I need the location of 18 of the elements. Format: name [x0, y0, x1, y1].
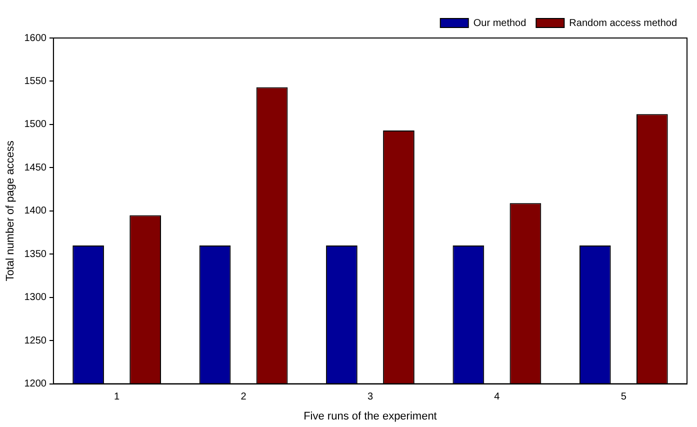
y-tick-label: 1600: [24, 32, 47, 44]
y-tick-label: 1400: [24, 206, 47, 217]
x-tick-label: 1: [114, 392, 120, 403]
y-axis-title: Total number of page access: [4, 140, 17, 282]
x-tick-label: 4: [494, 392, 500, 403]
legend-label: Our method: [473, 18, 526, 29]
y-tick-label: 1500: [24, 119, 47, 130]
y-tick-label: 1300: [24, 292, 47, 304]
legend-label: Random access method: [569, 18, 678, 29]
x-tick-label: 2: [240, 392, 247, 403]
y-tick-label: 1550: [24, 76, 47, 87]
y-tick-label: 1450: [24, 162, 47, 174]
x-tick-label: 3: [367, 392, 374, 403]
y-tick-label: 1250: [24, 335, 47, 346]
y-tick-label: 1350: [24, 248, 47, 260]
x-tick-label: 5: [620, 392, 627, 403]
y-tick-label: 1200: [24, 378, 47, 390]
x-axis-title: Five runs of the experiment: [304, 410, 437, 422]
